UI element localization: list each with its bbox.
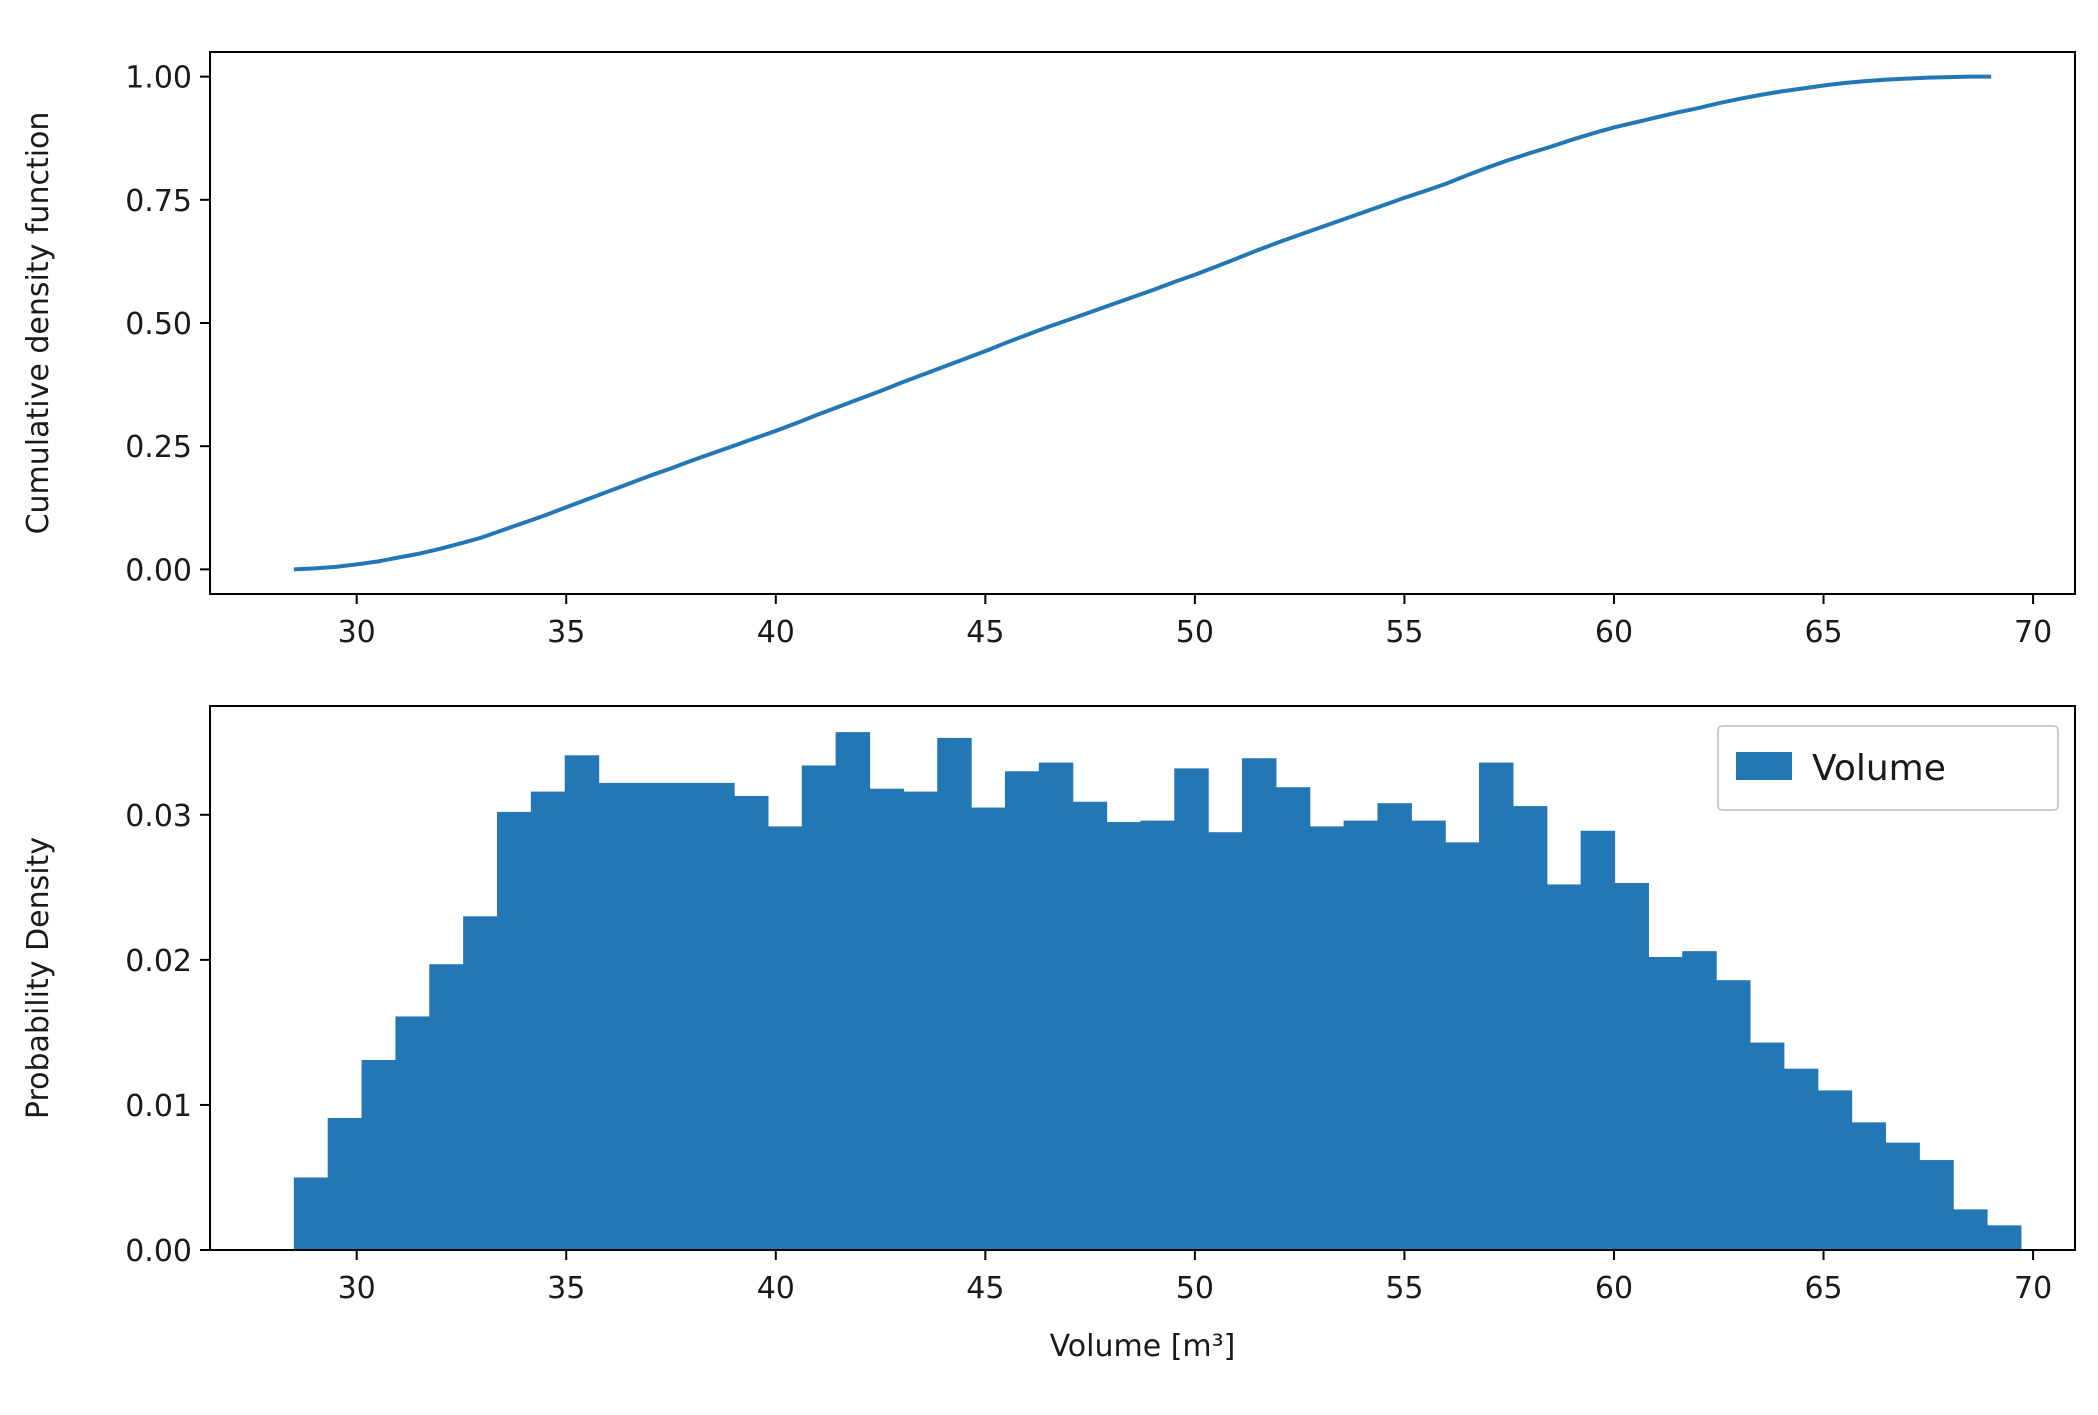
histogram-bar <box>1309 826 1345 1250</box>
histogram-plot-area <box>293 732 2022 1250</box>
histogram-bar <box>1106 822 1142 1250</box>
histogram-bar <box>1241 758 1277 1250</box>
cdf-panel: 30 35 40 45 50 55 60 65 70 0.000.250.500.751.00 … <box>21 51 2076 650</box>
histogram-panel: 30 35 40 45 50 55 60 65 70 0.00 0.01 0.02 0.03 Prob… <box>21 705 2076 1364</box>
histogram-axes-frame <box>209 705 2076 1251</box>
y-tick-label: 0.00 <box>125 553 192 588</box>
y-tick-label: 1.00 <box>125 61 192 96</box>
histogram-bar <box>361 1059 397 1250</box>
x-tick-label: 40 <box>757 1271 795 1306</box>
x-tick-label: 45 <box>966 615 1004 650</box>
histogram-bar <box>1411 820 1446 1250</box>
histogram-bar <box>1004 771 1040 1250</box>
histogram-bar <box>463 916 498 1250</box>
x-tick-label: 35 <box>547 1271 585 1306</box>
histogram-bar <box>497 811 532 1250</box>
cdf-axes-frame <box>209 51 2076 595</box>
histogram-bar <box>734 795 769 1250</box>
cdf-x-ticks: 30 35 40 45 50 55 60 65 70 <box>338 594 2052 650</box>
legend-swatch <box>1736 752 1792 780</box>
histogram-bar <box>700 782 735 1250</box>
cdf-y-ticks: 0.00 0.25 0.50 0.75 1.00 <box>125 61 210 588</box>
y-tick-label: 0.00 <box>125 1234 192 1269</box>
histogram-bar <box>1174 768 1209 1250</box>
x-tick-label: 45 <box>966 1271 1004 1306</box>
histogram-bar <box>293 1177 329 1250</box>
legend: Volume <box>1717 725 2059 811</box>
cdf-y-axis-label: Cumulative density function <box>21 112 56 535</box>
histogram-bar <box>530 791 566 1250</box>
histogram-bar <box>1648 956 1683 1250</box>
histogram-bar <box>598 782 634 1250</box>
histogram-bar <box>835 732 871 1250</box>
histogram-bar <box>937 737 972 1250</box>
y-tick-label: 0.50 <box>125 307 192 342</box>
histogram-bar <box>1546 884 1582 1250</box>
histogram-bar <box>767 826 803 1250</box>
histogram-bar <box>1072 801 1108 1250</box>
histogram-bar <box>1783 1068 1819 1250</box>
y-tick-label: 0.02 <box>125 944 192 979</box>
histogram-bar <box>869 788 904 1250</box>
x-tick-label: 65 <box>1804 1271 1842 1306</box>
histogram-bar <box>1953 1209 1988 1250</box>
histogram-bar <box>1885 1142 1920 1250</box>
x-tick-label: 30 <box>338 1271 376 1306</box>
histogram-bar <box>971 807 1006 1250</box>
histogram-bar <box>1682 951 1717 1250</box>
y-tick-label: 0.25 <box>125 430 192 465</box>
histogram-bar <box>1445 842 1480 1250</box>
histogram-bar <box>801 765 837 1250</box>
histogram-bar <box>1817 1090 1853 1250</box>
y-tick-label: 0.75 <box>125 184 192 219</box>
x-tick-label: 55 <box>1385 1271 1423 1306</box>
histogram-x-ticks: 30 35 40 45 50 55 60 65 70 <box>338 1250 2052 1306</box>
x-tick-label: 70 <box>2014 615 2052 650</box>
histogram-bar <box>1208 832 1243 1250</box>
histogram-bar <box>1851 1122 1886 1250</box>
histogram-bar <box>1512 806 1548 1250</box>
legend-label: Volume <box>1812 748 1946 789</box>
histogram-bar <box>1377 803 1412 1250</box>
histogram-bar <box>1479 762 1514 1250</box>
x-tick-label: 50 <box>1176 615 1214 650</box>
x-tick-label: 60 <box>1595 1271 1633 1306</box>
y-tick-label: 0.03 <box>125 799 192 834</box>
cdf-plot-area <box>293 74 1992 572</box>
histogram-bar <box>632 782 667 1250</box>
histogram-bar <box>395 1016 430 1250</box>
histogram-bar <box>1038 762 1074 1250</box>
histogram-bar <box>1749 1042 1785 1250</box>
histogram-bar <box>1716 980 1751 1250</box>
y-tick-label: 0.01 <box>125 1089 192 1124</box>
histogram-y-axis-label: Probability Density <box>21 837 56 1119</box>
cdf-line <box>293 74 1992 572</box>
x-tick-label: 60 <box>1595 615 1633 650</box>
histogram-y-ticks: 0.00 0.01 0.02 0.03 <box>125 799 210 1269</box>
histogram-bar <box>1986 1225 2022 1250</box>
histogram-bar <box>1275 787 1311 1250</box>
histogram-bar <box>429 964 464 1250</box>
x-tick-label: 35 <box>547 615 585 650</box>
histogram-bar <box>564 755 600 1250</box>
histogram-bar <box>1614 882 1649 1250</box>
histogram-bar <box>327 1117 363 1250</box>
histogram-x-axis-label: Volume [m³] <box>1050 1329 1236 1364</box>
x-tick-label: 50 <box>1176 1271 1214 1306</box>
x-tick-label: 30 <box>338 615 376 650</box>
histogram-bar <box>1580 830 1616 1250</box>
histogram-bar <box>1140 820 1175 1250</box>
histogram-bar <box>666 782 701 1250</box>
x-tick-label: 55 <box>1385 615 1423 650</box>
histogram-bar <box>1919 1160 1954 1250</box>
x-tick-label: 40 <box>757 615 795 650</box>
x-tick-label: 70 <box>2014 1271 2052 1306</box>
histogram-bar <box>1343 820 1379 1250</box>
histogram-bar <box>903 791 938 1250</box>
legend-box <box>1717 725 2059 811</box>
x-tick-label: 65 <box>1804 615 1842 650</box>
